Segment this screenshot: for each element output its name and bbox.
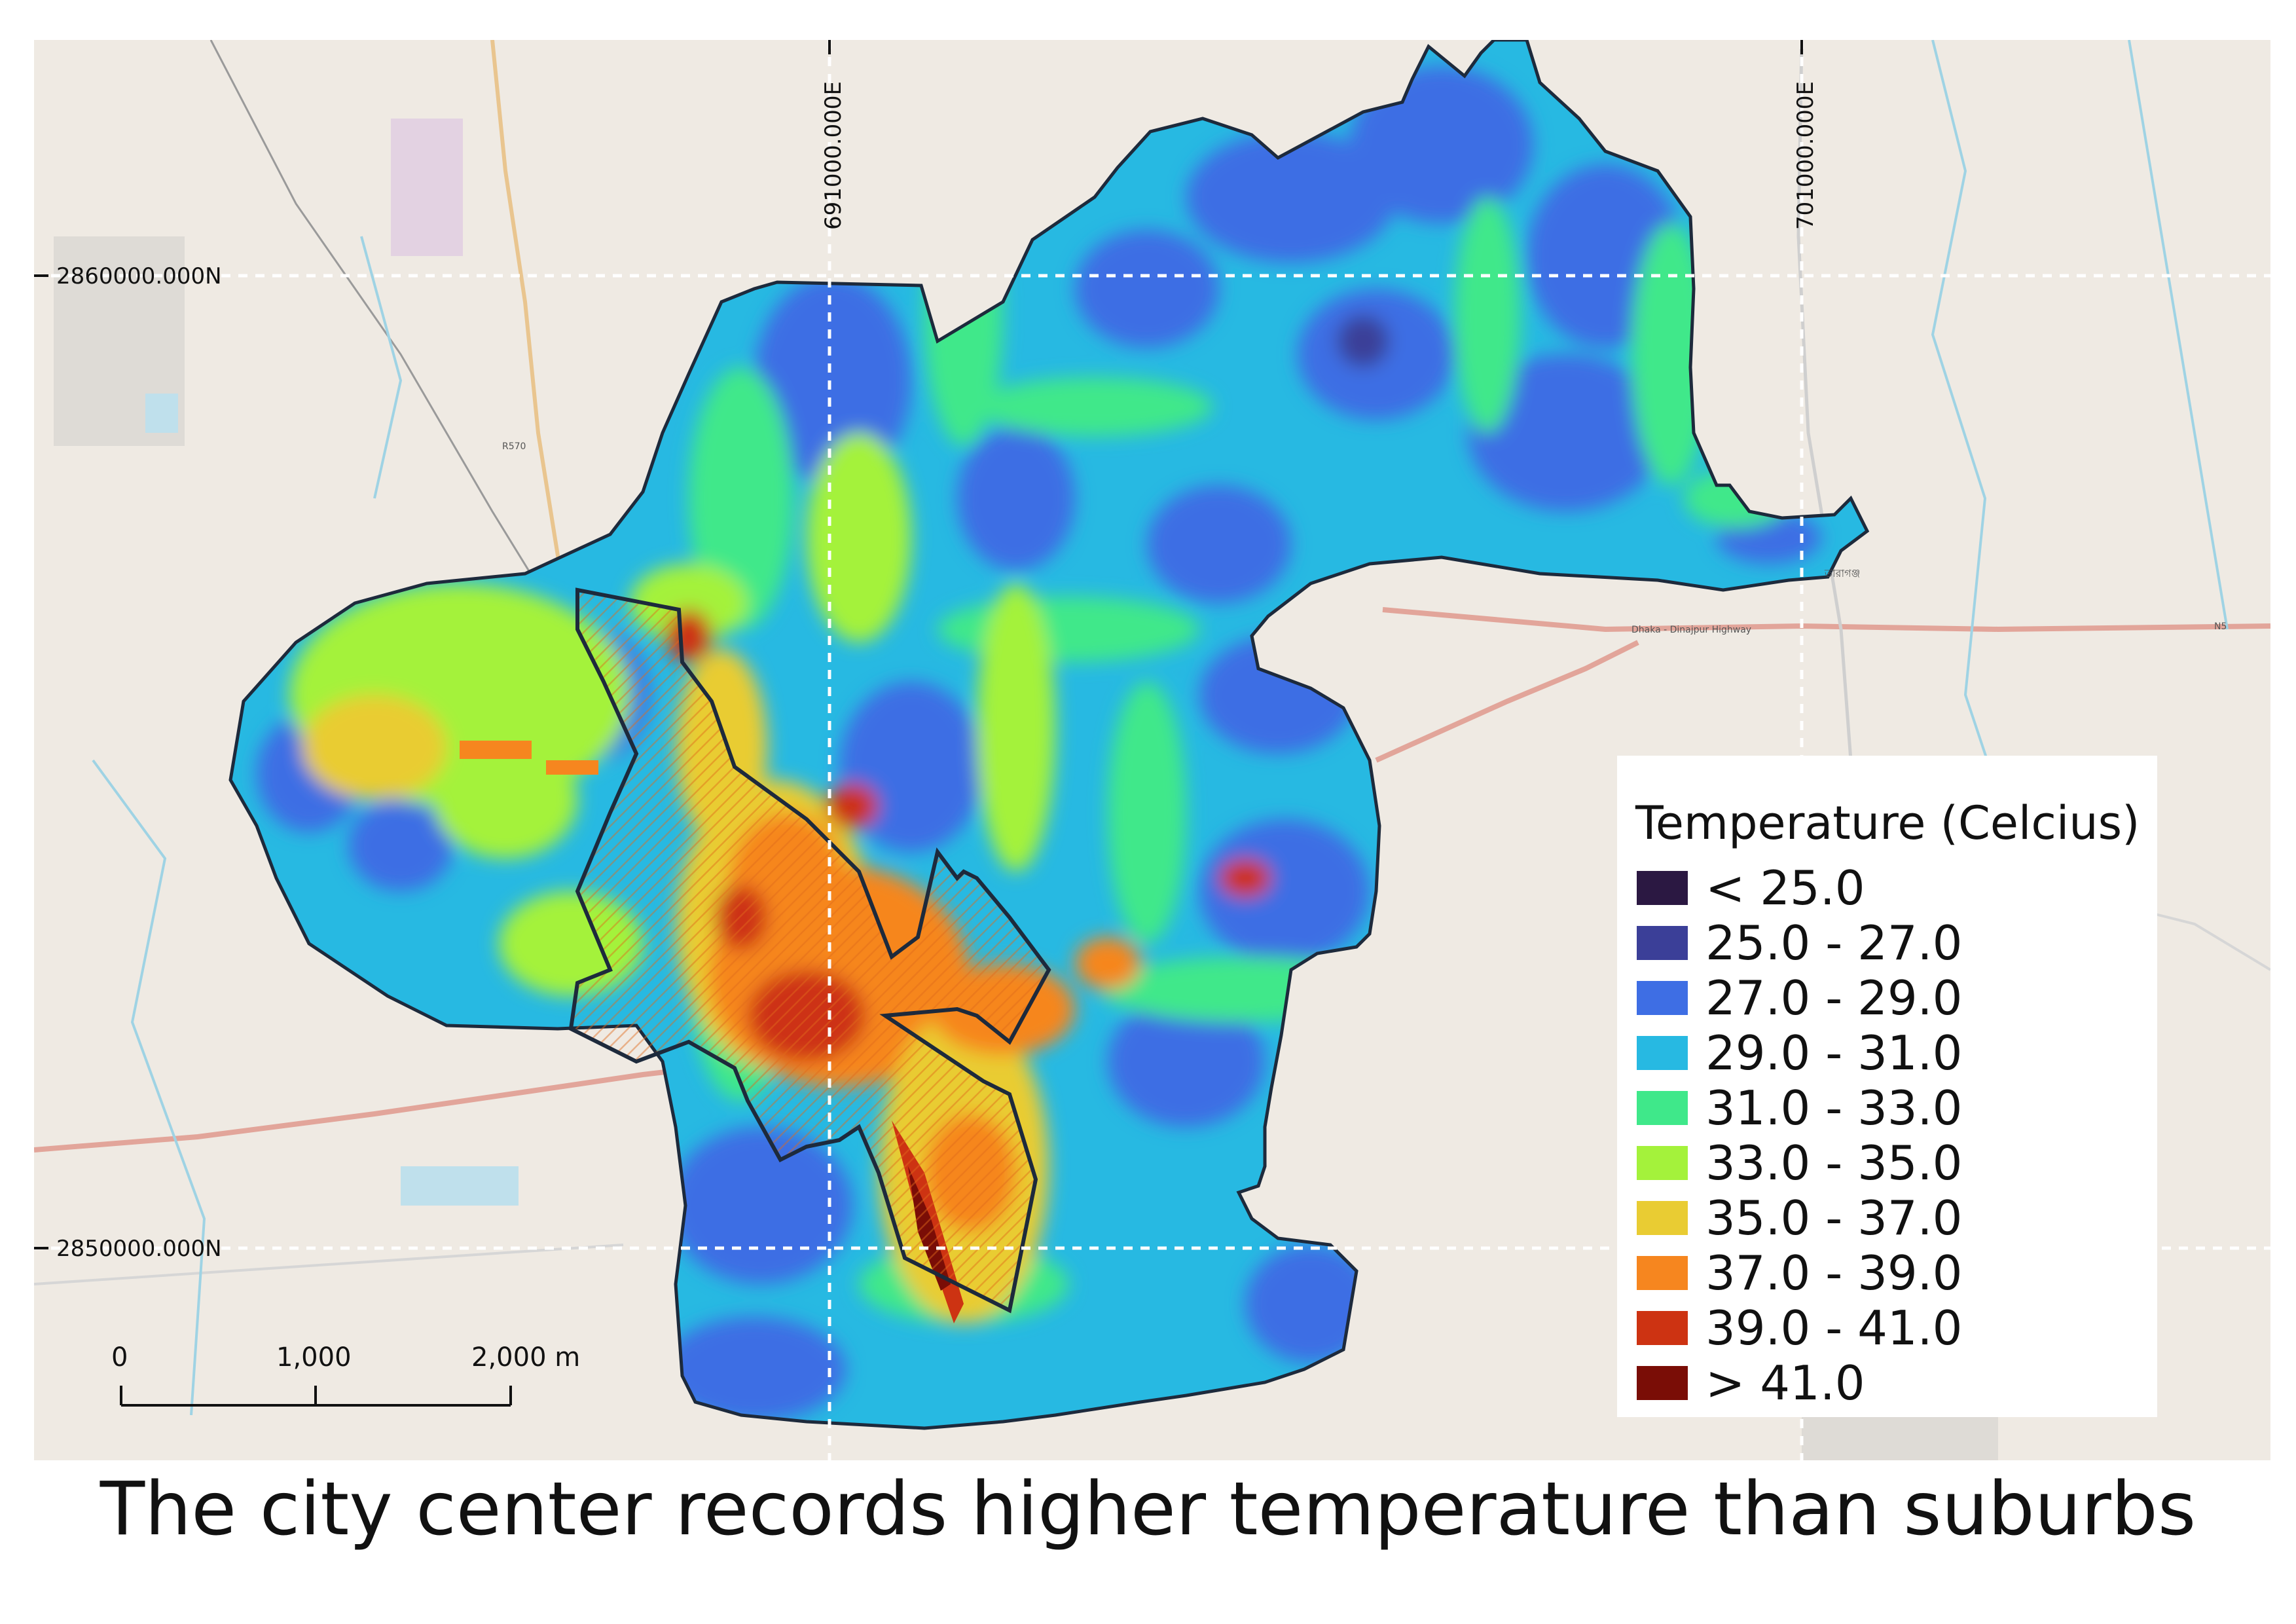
legend-swatch bbox=[1637, 1366, 1688, 1400]
map-frame: 691000.000E 701000.000E 2860000.000N 285… bbox=[34, 40, 2270, 1460]
legend-label: 35.0 - 37.0 bbox=[1705, 1190, 1963, 1246]
legend-label: > 41.0 bbox=[1705, 1356, 1865, 1411]
legend-title: Temperature (Celcius) bbox=[1635, 796, 2140, 850]
legend-label: 33.0 - 35.0 bbox=[1705, 1135, 1963, 1190]
road-code-north-label: R570 bbox=[502, 441, 526, 452]
easting-label-701000: 701000.000E bbox=[1793, 81, 1819, 230]
legend-swatch bbox=[1637, 871, 1688, 905]
legend-swatch bbox=[1637, 1036, 1688, 1070]
legend-swatch bbox=[1637, 1091, 1688, 1125]
legend: Temperature (Celcius) < 25.0 25.0 - 27.0 2… bbox=[1617, 756, 2157, 1417]
legend-label: 31.0 - 33.0 bbox=[1705, 1080, 1963, 1135]
scale-tick-1000: 1,000 bbox=[276, 1342, 352, 1373]
legend-label: 37.0 - 39.0 bbox=[1705, 1246, 1963, 1301]
city-core-zone bbox=[568, 587, 1051, 1314]
town-label: তারাগঞ্জ bbox=[1824, 567, 1860, 580]
northing-label-2860000: 2860000.000N bbox=[56, 263, 222, 289]
legend-swatch bbox=[1637, 981, 1688, 1015]
map-caption: The city center records higher temperatu… bbox=[100, 1467, 2196, 1552]
graticule-ticks bbox=[34, 40, 1803, 1249]
legend-label: < 25.0 bbox=[1705, 860, 1865, 915]
legend-label: 29.0 - 31.0 bbox=[1705, 1025, 1963, 1080]
scale-bar bbox=[120, 1386, 512, 1407]
legend-swatch bbox=[1637, 1256, 1688, 1290]
scale-tick-0: 0 bbox=[111, 1342, 128, 1373]
map-canvas: 691000.000E 701000.000E 2860000.000N 285… bbox=[34, 40, 2270, 1460]
road-code-label: N5 bbox=[2214, 621, 2227, 632]
legend-swatch bbox=[1637, 1146, 1688, 1180]
legend-label: 39.0 - 41.0 bbox=[1705, 1301, 1963, 1356]
legend-swatch bbox=[1637, 926, 1688, 960]
study-area-boundary bbox=[228, 40, 1870, 1430]
legend-label: 25.0 - 27.0 bbox=[1705, 915, 1963, 970]
legend-label: 27.0 - 29.0 bbox=[1705, 970, 1963, 1025]
northing-label-2850000: 2850000.000N bbox=[56, 1236, 222, 1262]
road-name-label: Dhaka - Dinajpur Highway bbox=[1631, 625, 1751, 635]
legend-swatch bbox=[1637, 1201, 1688, 1235]
easting-label-691000: 691000.000E bbox=[820, 81, 847, 230]
scale-tick-2000: 2,000 m bbox=[471, 1342, 580, 1373]
legend-swatch bbox=[1637, 1311, 1688, 1345]
